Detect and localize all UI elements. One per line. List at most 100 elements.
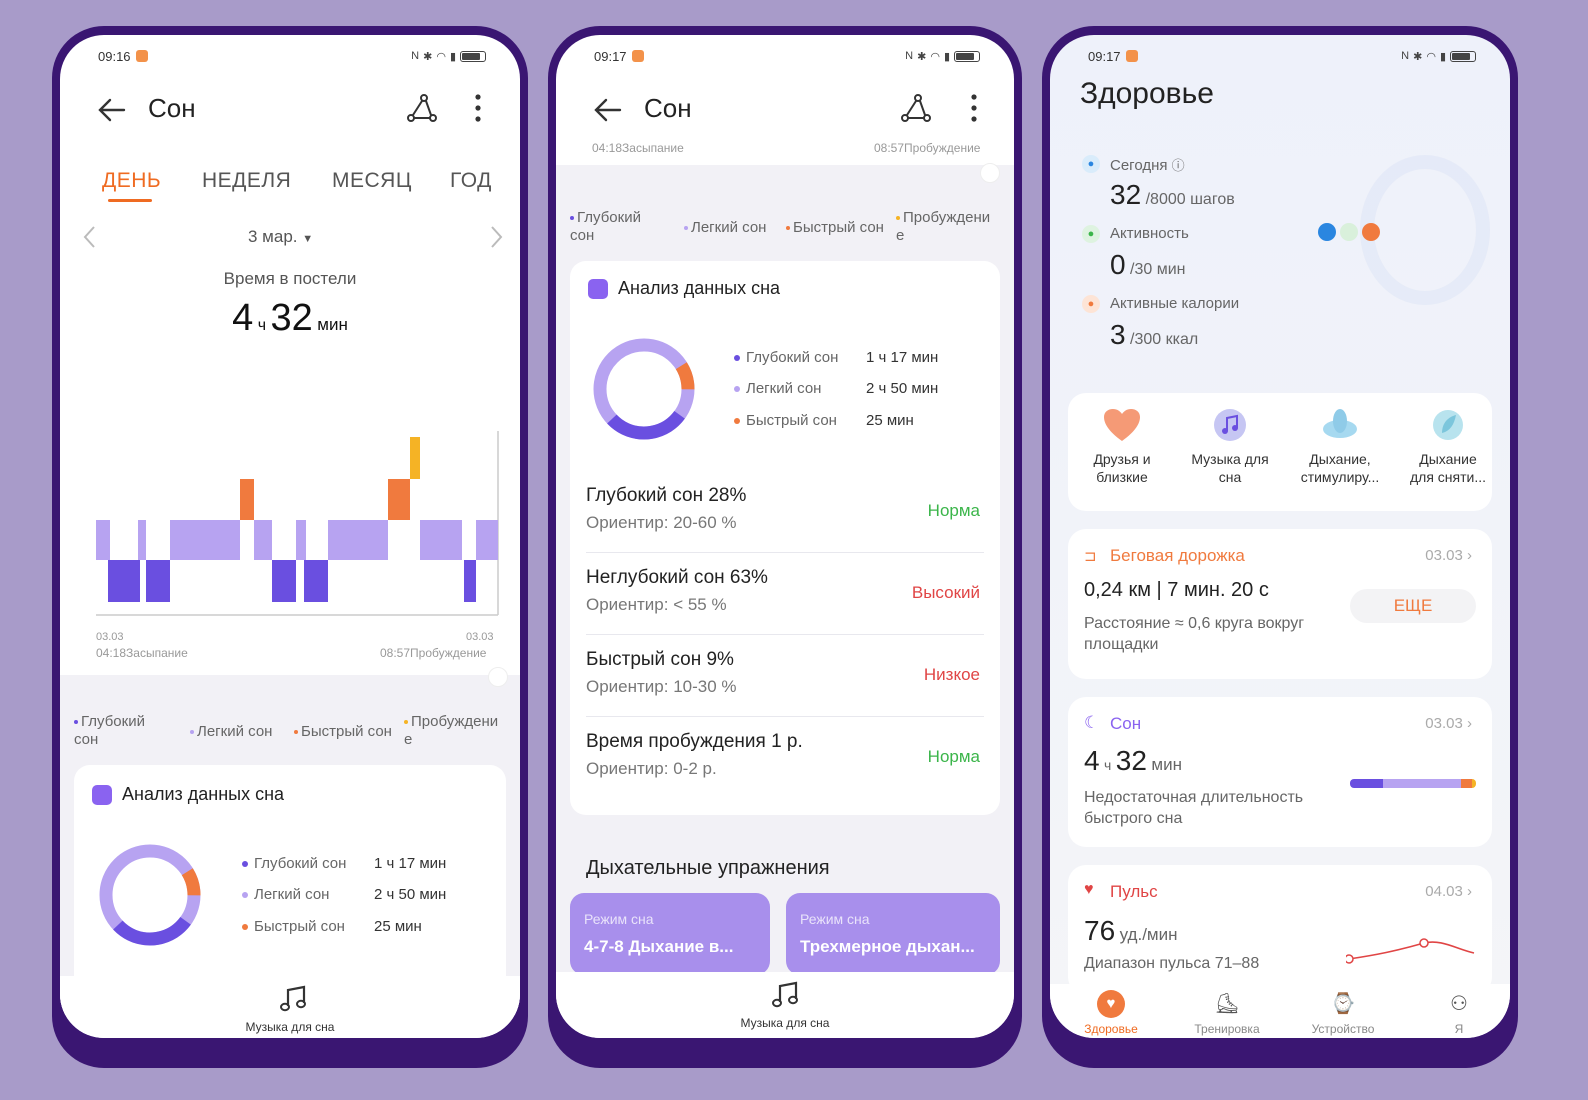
more-button[interactable]: ЕЩЕ xyxy=(1350,589,1476,623)
metric-rem-sub: Ориентир: 10-30 % xyxy=(586,677,737,696)
treadmill-desc-line: площадки xyxy=(1084,636,1159,653)
shortcut-label: стимулиру... xyxy=(1300,469,1380,485)
battery-icon xyxy=(954,50,980,62)
music-note-icon[interactable] xyxy=(770,980,800,1010)
leaf-icon xyxy=(1433,410,1463,440)
person-icon: ⚇ xyxy=(1450,993,1468,1015)
steps-badge-icon xyxy=(1318,223,1336,241)
legend-rem-label: Быстрый сон xyxy=(301,723,392,740)
legend-wake: Пробуждение xyxy=(404,713,504,749)
dropdown-icon: ▼ xyxy=(302,233,314,245)
pulse-card[interactable]: ♥ Пульс 04.03 › 76 уд./мин Диапазон пуль… xyxy=(1068,865,1492,995)
screen: 09:17 N ✱ ◠ ▮ Сон 04:18Засыпание 08:57Пробу… xyxy=(556,35,1014,1038)
divider xyxy=(586,716,984,717)
notification-icon xyxy=(1125,50,1138,62)
page-title: Сон xyxy=(644,93,692,123)
bed-h-unit: ч xyxy=(257,317,267,334)
shortcut-friends[interactable]: Друзья и близкие xyxy=(1072,407,1172,486)
analysis-deep-value: 1 ч 17 мин xyxy=(866,349,939,366)
analysis-title: Анализ данных сна xyxy=(618,278,781,298)
legend-rem: Быстрый сон xyxy=(294,723,392,740)
metric-light[interactable]: Неглубокий сон 63% Ориентир: < 55 % Высо… xyxy=(586,567,1000,637)
page-title: Сон xyxy=(148,93,196,123)
notification-icon xyxy=(631,50,644,62)
metric-deep[interactable]: Глубокий сон 28% Ориентир: 20-60 % Норма xyxy=(586,485,1000,555)
more-menu-icon[interactable] xyxy=(970,93,978,123)
shortcut-label: для сняти... xyxy=(1409,469,1487,485)
deep-sleep-bar xyxy=(146,560,170,602)
sleep-card-hours: 4 xyxy=(1084,745,1100,776)
analysis-card: Анализ данных сна Глубокий сон 1 ч 17 мин… xyxy=(570,261,1000,815)
status-bar: 09:17 N ✱ ◠ ▮ xyxy=(594,47,980,65)
music-label[interactable]: Музыка для сна xyxy=(245,1020,335,1034)
treadmill-card[interactable]: ⊐ Беговая дорожка 03.03 › 0,24 км | 7 ми… xyxy=(1068,529,1492,679)
music-label[interactable]: Музыка для сна xyxy=(740,1016,830,1030)
sleep-card-title: Сон xyxy=(1110,714,1142,733)
music-note-icon[interactable] xyxy=(278,984,308,1014)
shortcut-breath-stim[interactable]: Дыхание, стимулиру... xyxy=(1290,407,1390,486)
breath-card-mode: Режим сна xyxy=(584,911,654,927)
tab-underline xyxy=(108,199,152,202)
nav-device[interactable]: ⌚ Устройство xyxy=(1298,990,1388,1036)
back-arrow-icon[interactable] xyxy=(96,97,126,123)
legend-light-label: Легкий сон xyxy=(691,219,767,236)
breath-card-478[interactable]: Режим сна 4-7-8 Дыхание в... xyxy=(570,893,770,975)
battery-icon xyxy=(460,50,486,62)
analysis-light-value: 2 ч 50 мин xyxy=(374,886,447,903)
calories-badge-icon xyxy=(1362,223,1380,241)
tab-year[interactable]: ГОД xyxy=(450,169,492,192)
today-label: Сегодня ⓘ xyxy=(1110,155,1185,174)
nav-training[interactable]: ⛸ Тренировка xyxy=(1182,990,1272,1036)
sleep-card[interactable]: ☾ Сон 03.03 › 4 ч 32 мин Недостаточная д… xyxy=(1068,697,1492,847)
steps-goal: /8000 шагов xyxy=(1145,191,1235,208)
metric-wake-sub: Ориентир: 0-2 р. xyxy=(586,759,717,778)
prev-day-icon[interactable] xyxy=(82,225,96,249)
status-time: 09:17 xyxy=(1088,48,1121,64)
activity-number: 0 xyxy=(1110,249,1126,280)
page-title: Здоровье xyxy=(1080,77,1214,110)
tab-month[interactable]: МЕСЯЦ xyxy=(332,169,412,192)
tab-week[interactable]: НЕДЕЛЯ xyxy=(202,169,292,192)
legend-wake-label: Пробуждение xyxy=(896,209,991,244)
phone-sleep-day: 09:16 N ✱ ◠ ▮ Сон ДЕНЬ НЕДЕЛЯ МЕСЯЦ ГОД 3 м… xyxy=(52,26,528,1068)
shortcut-label: сна xyxy=(1218,469,1242,485)
metric-wake-title: Время пробуждения 1 р. xyxy=(586,731,803,752)
pulse-title: Пульс xyxy=(1110,882,1158,901)
analysis-rem-name: Быстрый сон xyxy=(254,918,345,935)
pulse-line-chart xyxy=(1346,938,1475,964)
shortcut-breath-relief[interactable]: Дыхание для сняти... xyxy=(1398,407,1498,486)
analysis-deep-value: 1 ч 17 мин xyxy=(374,855,447,872)
activity-goal: /30 мин xyxy=(1130,261,1186,278)
analysis-icon xyxy=(588,279,608,299)
date-selector[interactable]: 3 мар. ▼ xyxy=(248,227,313,247)
battery-icon xyxy=(1450,50,1476,62)
tab-day[interactable]: ДЕНЬ xyxy=(102,169,162,192)
analysis-light-value: 2 ч 50 мин xyxy=(866,380,939,397)
shortcuts-card: Друзья и близкие Музыка для сна Дыхание, ст… xyxy=(1068,393,1492,511)
bed-m-unit: мин xyxy=(317,315,348,334)
analysis-deep-name: Глубокий сон xyxy=(746,349,839,366)
more-menu-icon[interactable] xyxy=(474,93,482,123)
analysis-light-name: Легкий сон xyxy=(254,886,330,903)
back-arrow-icon[interactable] xyxy=(592,97,622,123)
nav-me[interactable]: ⚇ Я xyxy=(1414,990,1504,1036)
metric-rem[interactable]: Быстрый сон 9% Ориентир: 10-30 % Низкое xyxy=(586,649,1000,719)
screen: 09:17 N ✱ ◠ ▮ Здоровье ● Сегодня ⓘ 32 /8000… xyxy=(1050,35,1510,1038)
breath-card-3d[interactable]: Режим сна Трехмерное дыхан... xyxy=(786,893,1000,975)
share-icon[interactable] xyxy=(406,93,438,123)
next-day-icon[interactable] xyxy=(490,225,504,249)
heart-icon: ♥ xyxy=(1097,990,1125,1018)
analysis-light-name: Легкий сон xyxy=(746,380,822,397)
pulse-range: Диапазон пульса 71–88 xyxy=(1084,955,1260,972)
nav-me-label: Я xyxy=(1454,1022,1464,1036)
info-icon[interactable]: ⓘ xyxy=(1171,158,1185,173)
nav-device-label: Устройство xyxy=(1311,1022,1375,1036)
shortcut-music[interactable]: Музыка для сна xyxy=(1180,407,1280,486)
rem-sleep-bar xyxy=(388,479,410,520)
analysis-rem-value: 25 мин xyxy=(374,918,422,935)
share-icon[interactable] xyxy=(900,93,932,123)
scroll-dot xyxy=(980,163,1000,183)
phone-health: 09:17 N ✱ ◠ ▮ Здоровье ● Сегодня ⓘ 32 /8000… xyxy=(1042,26,1518,1068)
nav-health[interactable]: ♥ Здоровье xyxy=(1066,990,1156,1036)
metric-wake[interactable]: Время пробуждения 1 р. Ориентир: 0-2 р. … xyxy=(586,731,1000,801)
